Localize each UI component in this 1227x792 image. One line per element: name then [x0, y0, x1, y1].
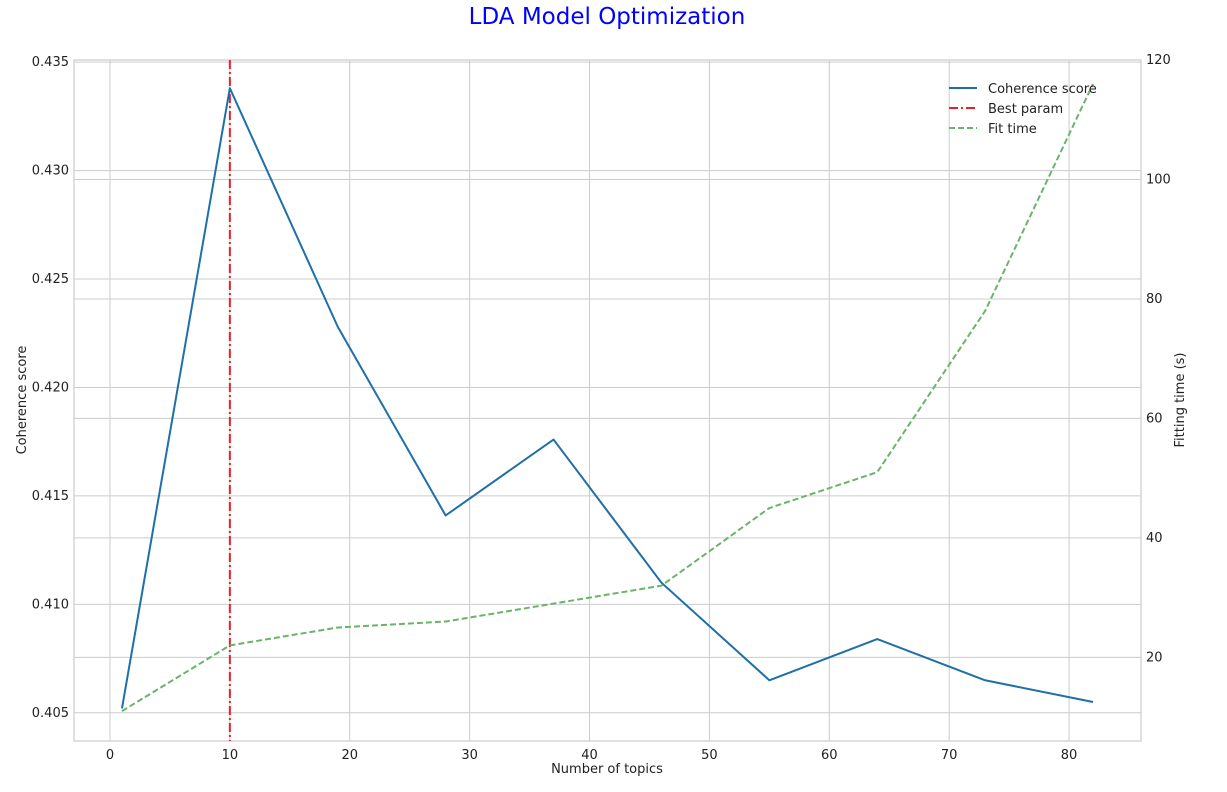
x-tick-label: 80: [1061, 748, 1078, 763]
y-left-tick-label: 0.405: [32, 706, 69, 721]
legend-label: Fit time: [988, 122, 1037, 137]
y-left-tick-label: 0.420: [32, 380, 69, 395]
y-left-tick-label: 0.430: [32, 164, 69, 179]
x-tick-label: 60: [821, 748, 838, 763]
y-axis-right-label: Fitting time (s): [1173, 353, 1188, 448]
x-tick-label: 40: [581, 748, 598, 763]
y-right-tick-label: 120: [1146, 53, 1171, 68]
x-tick-label: 50: [701, 748, 718, 763]
x-tick-label: 10: [222, 748, 239, 763]
y-right-tick-label: 20: [1146, 650, 1163, 665]
x-axis-label: Number of topics: [551, 762, 663, 777]
fit-time-line: [121, 83, 1094, 712]
y-left-tick-label: 0.435: [32, 55, 69, 70]
legend-label: Coherence score: [988, 82, 1097, 97]
legend-label: Best param: [988, 102, 1063, 117]
x-tick-label: 30: [461, 748, 478, 763]
plot-area: [73, 59, 1142, 742]
grid: [74, 59, 1141, 741]
chart-title: LDA Model Optimization: [469, 4, 746, 30]
y-right-tick-label: 100: [1146, 172, 1171, 187]
y-right-tick-label: 80: [1146, 292, 1163, 307]
y-right-tick-label: 40: [1146, 531, 1163, 546]
x-tick-label: 20: [341, 748, 358, 763]
series-layer: [120, 60, 1094, 741]
y-left-tick-label: 0.415: [32, 489, 69, 504]
x-tick-label: 0: [106, 748, 114, 763]
legend: Coherence score Best param Fit time: [949, 82, 1097, 137]
y-left-tick-label: 0.425: [32, 272, 69, 287]
y-left-tick-label: 0.410: [32, 597, 69, 612]
y-right-tick-label: 60: [1146, 411, 1163, 426]
x-tick-label: 70: [941, 748, 958, 763]
coherence-score-line: [120, 87, 1094, 709]
axes: 0 10 20 30 40 50 60 70 80 0.405 0.410 0.415 0.420 0.4…: [32, 53, 1171, 763]
y-axis-left-label: Coherence score: [15, 346, 30, 455]
